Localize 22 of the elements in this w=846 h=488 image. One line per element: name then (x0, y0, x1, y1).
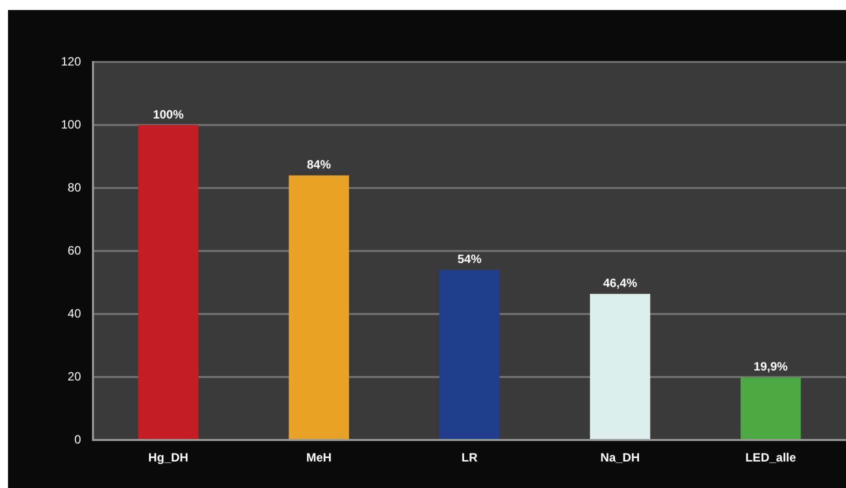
x-tick-label: Na_DH (600, 450, 640, 465)
x-tick-label: LR (462, 450, 478, 465)
bar (740, 377, 801, 439)
x-tick-label: LED_alle (745, 450, 796, 465)
y-tick-label: 40 (68, 306, 82, 320)
bar (288, 175, 350, 439)
data-label: 84% (306, 158, 332, 172)
y-tick-label: 60 (68, 243, 82, 258)
x-tick-label: Hg_DH (148, 450, 188, 465)
y-tick-label: 20 (68, 369, 82, 384)
data-label: 19,9% (754, 360, 788, 374)
bar (590, 294, 650, 439)
data-label: 100% (152, 107, 184, 122)
bar (138, 125, 198, 439)
y-tick-label: 0 (74, 432, 82, 446)
x-tick-label: MeH (306, 450, 332, 465)
data-label: 46,4% (603, 276, 638, 290)
y-tick-label: 80 (68, 180, 82, 194)
y-tick-label: 120 (60, 54, 82, 68)
bar (439, 270, 500, 439)
y-tick-label: 100 (60, 117, 82, 132)
data-label: 54% (457, 252, 482, 266)
